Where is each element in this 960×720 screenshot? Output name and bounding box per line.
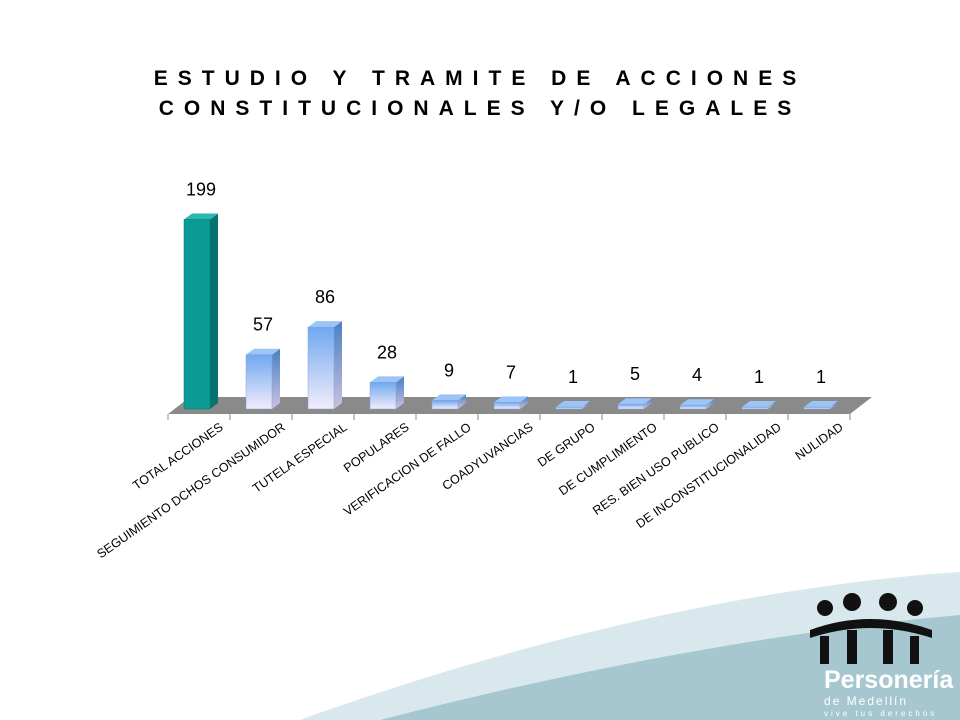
logo-city: de Medellín <box>824 694 909 708</box>
bar-1 <box>183 213 218 410</box>
bar-side <box>210 213 218 409</box>
logo-tagline: vive tus derechos <box>824 709 938 718</box>
bar-7 <box>555 401 590 410</box>
data-label-4: 28 <box>377 342 397 362</box>
bar-top <box>804 401 838 407</box>
data-label-11: 1 <box>816 367 826 387</box>
category-label-5: VERIFICACION DE FALLO <box>341 420 474 519</box>
data-label-9: 4 <box>692 365 702 385</box>
bar-top <box>370 376 404 383</box>
data-label-5: 9 <box>444 360 454 380</box>
category-label-11: NULIDAD <box>793 420 846 463</box>
bar-front <box>431 400 459 410</box>
bar-top <box>556 401 590 407</box>
bar-top <box>618 398 652 405</box>
bar-9 <box>679 399 714 410</box>
bar-top <box>494 396 528 403</box>
bar-top <box>308 321 342 328</box>
bar-11 <box>803 401 838 410</box>
bar-side <box>272 348 280 409</box>
data-label-1: 199 <box>186 179 216 199</box>
personeria-logo: Personería de Medellín vive tus derechos <box>800 590 960 720</box>
bar-front <box>741 406 769 410</box>
bar-3 <box>307 321 342 410</box>
bar-2 <box>245 348 280 410</box>
bar-front <box>555 406 583 410</box>
bar-front <box>183 219 211 410</box>
bar-6 <box>493 396 528 410</box>
bar-front <box>245 354 273 410</box>
bar-front <box>617 403 645 410</box>
bar-side <box>520 396 528 409</box>
logo-name: Personería <box>824 666 954 694</box>
data-label-10: 1 <box>754 367 764 387</box>
bar-5 <box>431 394 466 410</box>
bar-side <box>582 401 590 409</box>
bar-side <box>768 401 776 409</box>
bar-top <box>246 348 280 355</box>
data-label-7: 1 <box>568 367 578 387</box>
data-label-8: 5 <box>630 364 640 384</box>
bar-side <box>706 399 714 409</box>
bar-10 <box>741 401 776 410</box>
chart-title-line-1: ESTUDIO Y TRAMITE DE ACCIONES <box>153 67 807 90</box>
category-label-7: DE GRUPO <box>535 420 598 470</box>
bar-front <box>493 402 521 410</box>
bar-front <box>803 406 831 410</box>
bar-side <box>396 376 404 409</box>
data-label-6: 7 <box>506 362 516 382</box>
data-label-3: 86 <box>315 287 335 307</box>
bar-top <box>680 399 714 406</box>
bar-side <box>830 401 838 409</box>
bar-side <box>334 321 342 409</box>
bar-front <box>679 404 707 410</box>
bar-top <box>742 401 776 407</box>
data-label-2: 57 <box>253 315 273 335</box>
bar-8 <box>617 398 652 410</box>
bar-top <box>184 213 218 220</box>
bar-side <box>458 394 466 409</box>
bar-4 <box>369 376 404 410</box>
bar-front <box>369 382 397 410</box>
bar-side <box>644 398 652 409</box>
people-figures-icon <box>810 593 932 664</box>
chart-title-line-2: CONSTITUCIONALES Y/O LEGALES <box>158 97 802 120</box>
bar-front <box>307 326 335 410</box>
bar-top <box>432 394 466 401</box>
